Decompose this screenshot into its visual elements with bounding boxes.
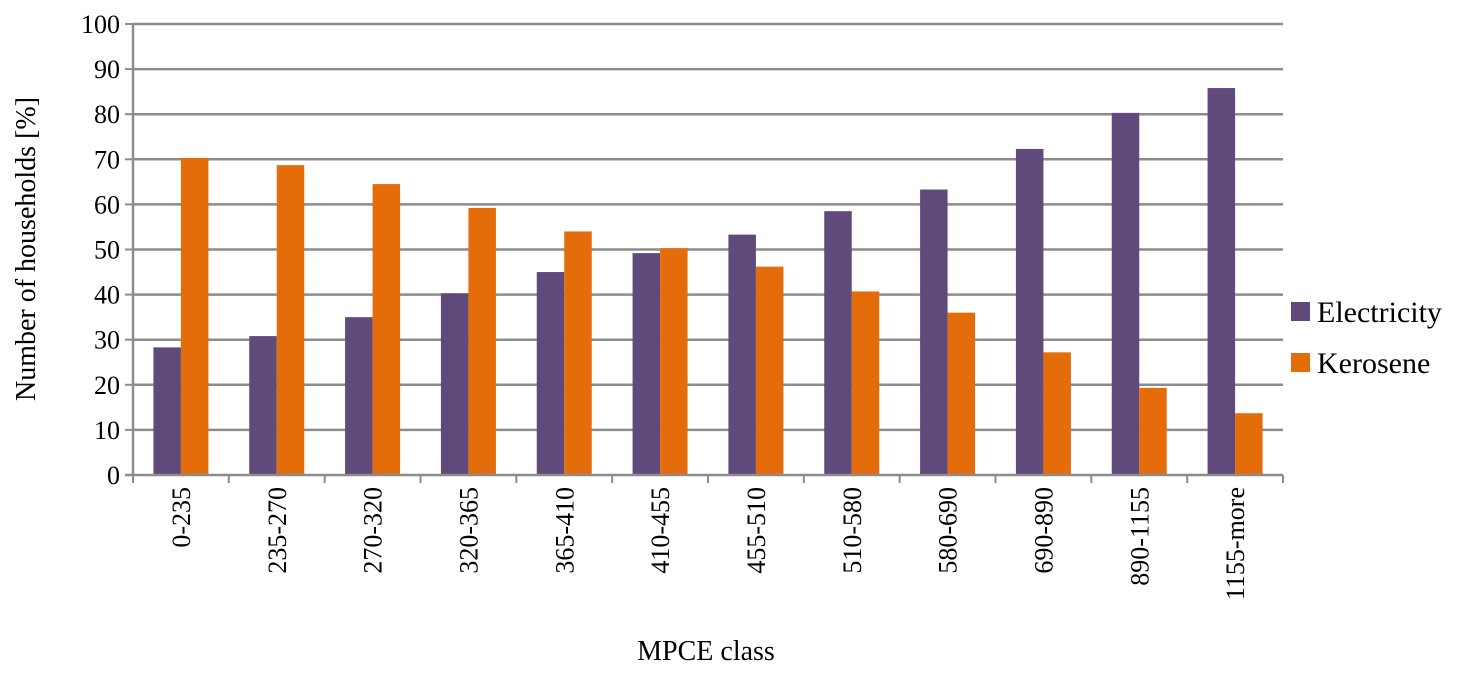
legend-label-kerosene: Kerosene <box>1317 347 1430 380</box>
bar-kerosene <box>1043 352 1071 475</box>
x-tick-label: 270-320 <box>359 487 388 574</box>
x-tick-label: 1155-more <box>1221 487 1250 600</box>
bar-electricity <box>249 336 277 475</box>
y-tick-label: 50 <box>94 236 120 265</box>
bar-electricity <box>824 211 852 476</box>
y-tick-label: 10 <box>94 416 120 445</box>
y-tick-label: 30 <box>94 326 120 355</box>
bar-kerosene <box>180 157 209 475</box>
bar-electricity <box>440 293 469 475</box>
legend-swatch-electricity <box>1291 302 1310 321</box>
bar-electricity <box>920 189 948 475</box>
x-tick-label: 235-270 <box>263 487 292 574</box>
bar-kerosene <box>755 266 784 475</box>
bar-electricity <box>632 253 661 475</box>
bar-kerosene <box>276 165 305 475</box>
bar-kerosene <box>947 312 976 475</box>
legend-swatch-kerosene <box>1291 353 1310 372</box>
gridlines <box>133 22 1283 432</box>
x-tick-label: 320-365 <box>454 487 483 574</box>
x-tick-label: 890-1155 <box>1125 487 1154 586</box>
bar-electricity <box>345 317 373 475</box>
bar-kerosene <box>660 248 688 475</box>
y-axis-title: Number of households [%] <box>11 97 42 401</box>
x-axis-title: MPCE class <box>637 636 775 667</box>
bar-electricity <box>536 272 565 475</box>
x-tick-label: 0-235 <box>167 487 196 548</box>
y-tick-label: 20 <box>94 371 120 400</box>
bar-kerosene <box>564 231 592 475</box>
x-tick-label: 410-455 <box>646 487 675 574</box>
legend: Electricity Kerosene <box>1291 296 1442 380</box>
legend-label-electricity: Electricity <box>1317 296 1442 329</box>
y-tick-label: 70 <box>94 145 120 174</box>
bar-electricity <box>1015 148 1044 475</box>
bar-kerosene <box>851 291 880 475</box>
bar-kerosene <box>1139 387 1167 475</box>
bar-kerosene <box>1235 413 1263 475</box>
bar-electricity <box>153 347 181 475</box>
y-tick-label: 90 <box>94 55 120 84</box>
y-tick-label: 60 <box>94 190 120 219</box>
bar-kerosene <box>372 184 401 476</box>
y-tick-label: 100 <box>81 10 120 39</box>
bar-electricity <box>728 234 756 475</box>
bars <box>153 88 1263 476</box>
y-tick-label: 80 <box>94 100 120 129</box>
axes <box>125 23 1284 483</box>
y-tick-label: 0 <box>107 461 120 490</box>
y-tick-labels: 0 10 20 30 40 50 60 70 80 90 100 <box>81 10 120 490</box>
x-tick-label: 365-410 <box>550 487 579 574</box>
bar-electricity <box>1111 112 1140 476</box>
x-tick-label: 455-510 <box>742 487 771 574</box>
x-tick-label: 690-890 <box>1029 487 1058 574</box>
x-tick-label: 580-690 <box>934 487 963 574</box>
bar-electricity <box>1207 88 1236 476</box>
bar-kerosene <box>468 208 496 475</box>
x-tick-labels: 0-235 235-270 270-320 320-365 365-410 410-455… <box>167 487 1250 600</box>
x-tick-label: 510-580 <box>838 487 867 574</box>
y-tick-label: 40 <box>94 281 120 310</box>
